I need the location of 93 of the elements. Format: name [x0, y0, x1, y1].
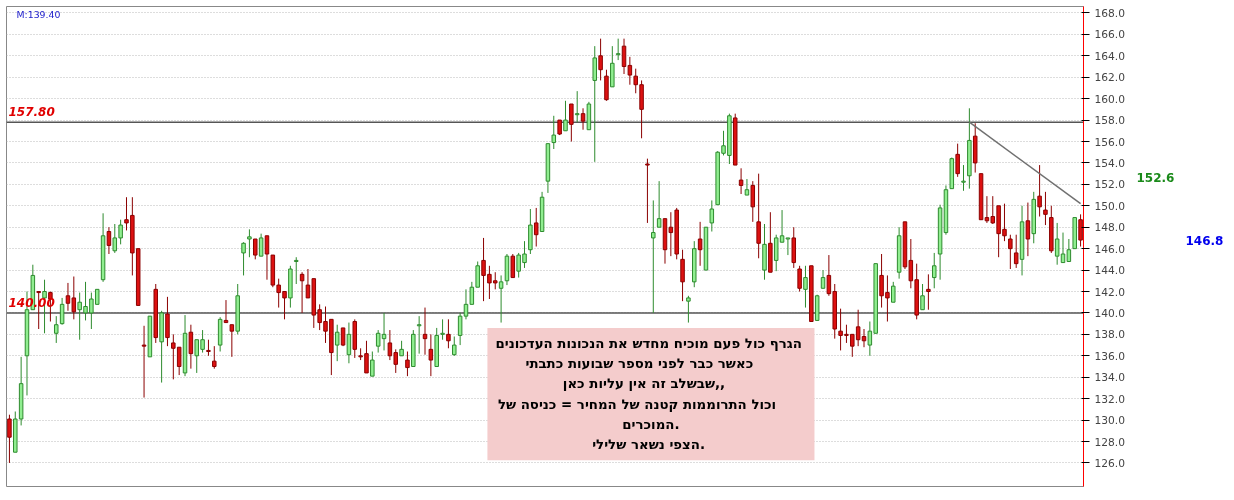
candlestick	[258, 233, 264, 257]
candlestick	[651, 199, 656, 314]
y-tick-label: 128.0	[1094, 435, 1126, 449]
candlestick	[756, 173, 761, 259]
candlestick	[744, 178, 750, 196]
candlestick	[1008, 234, 1013, 270]
candlestick	[405, 351, 410, 377]
candlestick	[416, 315, 422, 355]
candlestick	[334, 324, 340, 362]
y-tick-label: 152.0	[1094, 178, 1126, 192]
candlestick	[188, 324, 194, 370]
candlestick	[446, 318, 451, 349]
y-tick-label: 126.0	[1094, 456, 1126, 470]
candlestick	[165, 296, 170, 347]
candlestick	[428, 333, 434, 377]
y-tick-label: 164.0	[1094, 49, 1126, 63]
y-tick-label: 156.0	[1094, 135, 1126, 149]
candlestick	[498, 274, 504, 324]
candlestick	[610, 45, 615, 88]
y-tick-label: 158.0	[1094, 114, 1126, 128]
candlestick	[686, 295, 691, 324]
y-tick-label: 142.0	[1094, 285, 1126, 299]
y-tick-label: 144.0	[1094, 264, 1126, 278]
candlestick	[820, 269, 826, 289]
candlestick	[604, 69, 609, 102]
y-tick-label: 138.0	[1094, 328, 1126, 342]
candlestick	[645, 158, 650, 224]
y-tick-label: 140.0	[1094, 306, 1126, 320]
candlestick	[580, 107, 586, 131]
candlestick	[750, 180, 756, 223]
candlestick	[598, 38, 603, 81]
candlestick	[59, 297, 65, 326]
candlestick	[592, 45, 598, 163]
candlestick	[247, 228, 252, 258]
candlestick	[370, 351, 375, 377]
y-tick-label: 168.0	[1094, 6, 1126, 20]
candlestick	[656, 180, 662, 228]
candlestick	[615, 38, 621, 61]
text: 146.8	[1185, 233, 1224, 248]
annotation: M:139.40	[16, 8, 61, 20]
candlestick	[440, 318, 445, 341]
candlestick	[1043, 191, 1048, 226]
candlestick	[569, 103, 574, 142]
candlestick	[1078, 213, 1083, 247]
candlestick	[141, 325, 147, 399]
y-tick-label: 136.0	[1094, 349, 1126, 363]
text: 152.6	[1136, 171, 1175, 186]
candlestick	[212, 345, 217, 370]
candlestick	[475, 261, 480, 288]
candlestick	[680, 249, 685, 302]
candlestick	[574, 90, 580, 123]
candlestick	[738, 167, 744, 195]
y-tick-label: 146.0	[1094, 242, 1126, 256]
candlestick	[533, 207, 539, 247]
y-tick-label: 162.0	[1094, 71, 1126, 85]
candlestick	[785, 237, 791, 256]
candlestick	[797, 265, 802, 292]
candlestick	[510, 253, 516, 279]
candlestick	[551, 115, 557, 150]
y-tick-label: 166.0	[1094, 28, 1126, 42]
y-tick-label: 154.0	[1094, 156, 1126, 170]
candlestick	[891, 281, 896, 303]
y-tick-label: 134.0	[1094, 371, 1126, 385]
candlestick	[563, 100, 568, 132]
candlestick	[1013, 234, 1019, 269]
candlestick	[697, 221, 703, 267]
candlestick	[452, 336, 457, 357]
candlestick	[229, 324, 235, 358]
candlestick	[223, 299, 229, 324]
y-tick-label: 148.0	[1094, 221, 1126, 235]
candlestick	[293, 256, 299, 285]
y-tick-label: 130.0	[1094, 414, 1126, 428]
candlestick	[241, 241, 246, 276]
candlestick	[961, 164, 966, 192]
candlestick	[1037, 164, 1042, 217]
candlestick	[803, 265, 808, 309]
candlestick	[955, 143, 960, 178]
annotation: הגרף כול פעם מוכיח מחדש את הנכונות העדכונים כאשר כבר לפני מספר שבועות כתבתי שבשלב זה אין עליות כאן,, וכול התרוממות קטנה של המחיר = כניסה של המוכרים. הצפי נשאר שלילי.	[495, 335, 802, 453]
y-tick-label: 132.0	[1094, 392, 1126, 406]
candlestick	[54, 315, 59, 344]
candlestick	[106, 226, 112, 255]
y-tick-label: 160.0	[1094, 92, 1126, 106]
candlestick	[931, 252, 937, 289]
candlestick	[7, 414, 12, 464]
y-tick-label: 150.0	[1094, 199, 1126, 213]
candlestick	[1025, 202, 1031, 257]
candlestick	[926, 273, 931, 311]
candlestick	[264, 235, 270, 281]
candlestick	[253, 238, 258, 260]
candlestick	[469, 281, 475, 305]
candlestick	[709, 199, 715, 232]
ref-line-label: 157.80	[8, 105, 55, 120]
candlestick	[920, 283, 925, 311]
